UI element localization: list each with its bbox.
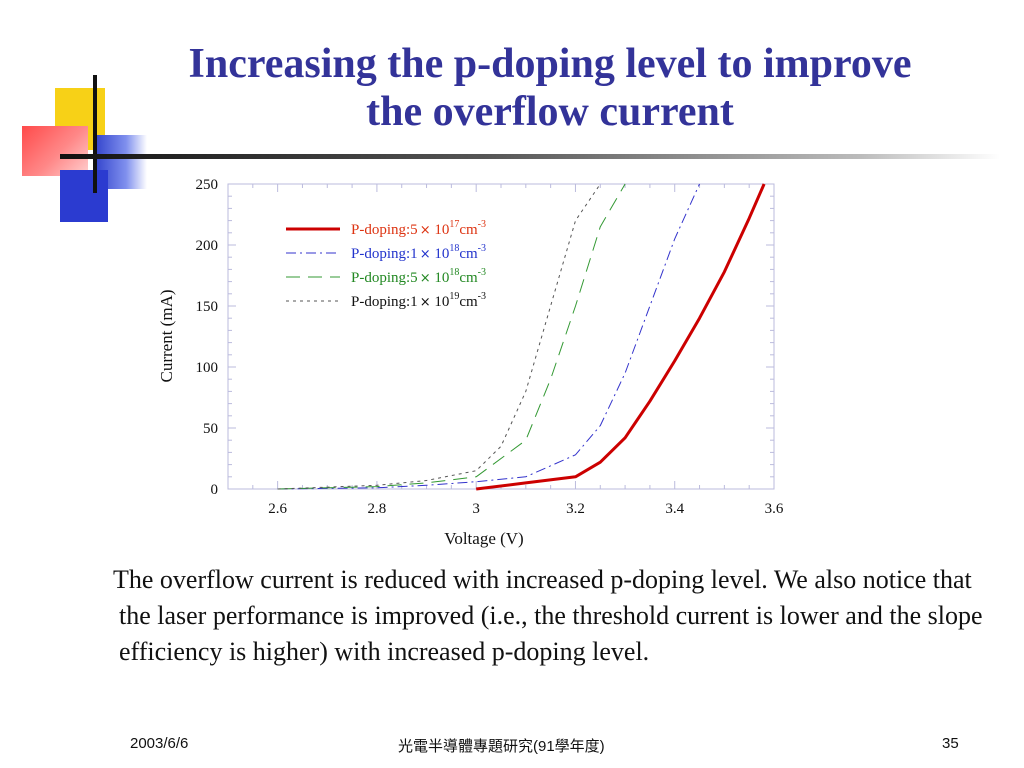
y-tick-label: 50	[203, 421, 218, 437]
legend-label-4: P-doping:1 × 1019cm-3	[351, 291, 486, 310]
x-tick-label: 2.6	[268, 501, 287, 517]
legend-label-1: P-doping:5 × 1017cm-3	[351, 219, 486, 238]
slide-title: Increasing the p-doping level to improve…	[100, 40, 1000, 136]
slide-title-line-1: Increasing the p-doping level to improve	[188, 41, 912, 87]
y-axis-label: Current (mA)	[157, 289, 176, 382]
series-lines	[277, 183, 766, 491]
x-tick-label: 3.2	[566, 501, 585, 517]
y-tick-label: 200	[196, 238, 219, 254]
y-tick-labels: 0 50 100 150 200 250	[196, 177, 219, 498]
footer-page-number: 35	[942, 735, 959, 752]
x-tick-labels: 2.6 2.8 3 3.2 3.4 3.6	[268, 501, 784, 517]
tick-marks	[227, 183, 775, 490]
y-tick-label: 0	[211, 482, 219, 498]
footer-date: 2003/6/6	[130, 735, 189, 752]
series-line-4	[277, 183, 601, 490]
y-tick-label: 150	[196, 299, 219, 315]
series-line-2	[277, 183, 700, 490]
x-axis-label: Voltage (V)	[444, 529, 523, 548]
footer-center-title: 光電半導體專題研究(91學年度)	[398, 738, 605, 755]
y-tick-label: 100	[196, 360, 219, 376]
legend-label-2: P-doping:1 × 1018cm-3	[351, 243, 486, 262]
slide-title-line-2: the overflow current	[366, 89, 734, 135]
x-tick-label: 3	[472, 501, 480, 517]
decor-red-square	[22, 126, 88, 176]
y-tick-label: 250	[196, 177, 219, 193]
x-tick-label: 2.8	[368, 501, 387, 517]
decor-blue-square	[60, 170, 108, 222]
series-line-1	[476, 183, 766, 491]
current-voltage-chart: 0 50 100 150 200 250 2.6 2.8 3 3.2 3.4 3.6 P-dopin…	[157, 177, 784, 548]
x-tick-label: 3.6	[765, 501, 784, 517]
x-tick-label: 3.4	[665, 501, 684, 517]
slide-body-text: The overflow current is reduced with inc…	[113, 565, 983, 666]
decor-vertical-line	[93, 75, 97, 193]
title-underline	[60, 154, 1000, 159]
legend: P-doping:5 × 1017cm-3 P-doping:1 × 1018cm-3…	[286, 219, 486, 310]
series-line-3	[277, 183, 626, 490]
legend-label-3: P-doping:5 × 1018cm-3	[351, 267, 486, 286]
